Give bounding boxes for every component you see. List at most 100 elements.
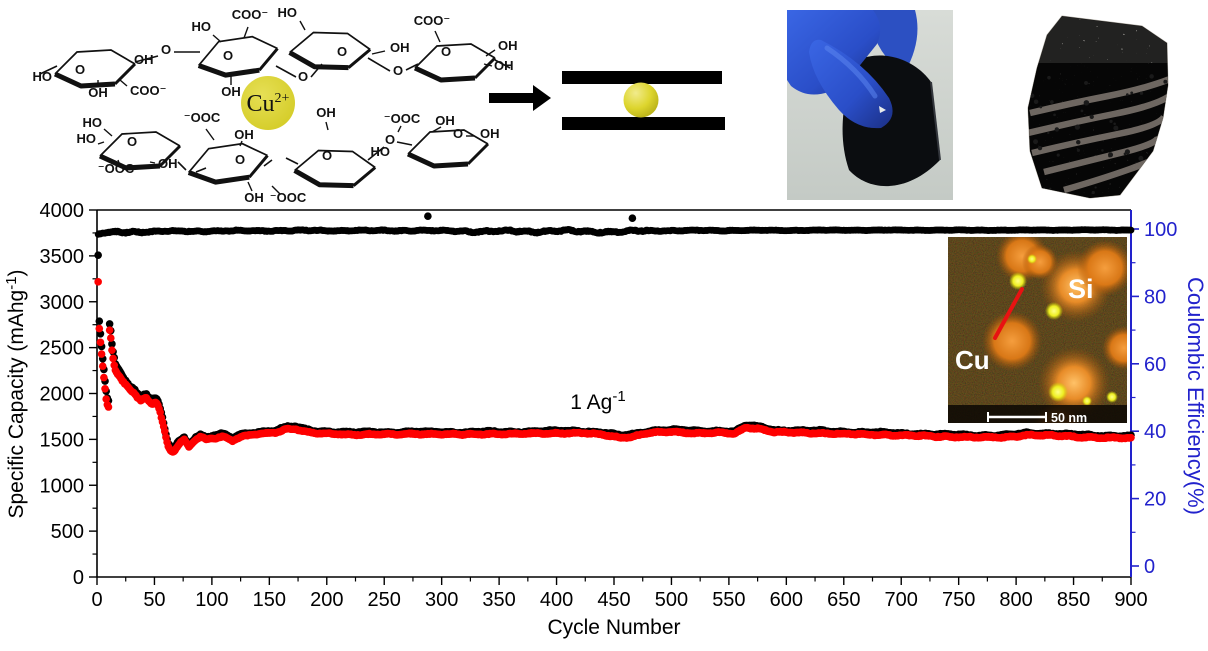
discharge-point (102, 395, 110, 403)
x-tick-label: 150 (253, 589, 286, 611)
y-left-tick-label: 500 (51, 521, 84, 543)
discharge-point (98, 362, 107, 370)
atom-label: O (385, 132, 395, 147)
layered-electrode-schematic (562, 71, 725, 130)
y-right-tick-label: 60 (1144, 354, 1166, 376)
atom-label: COO⁻ (130, 83, 166, 98)
atom-label: OH (390, 40, 410, 55)
y-left-tick-label: 1500 (40, 429, 85, 451)
sugar-ring (293, 149, 377, 189)
atom-label: HO (83, 115, 103, 130)
cu-spot (1027, 254, 1037, 264)
si-particle (1102, 326, 1127, 370)
atom-label: ⁻OOC (270, 190, 307, 205)
cu-label: Cu (955, 345, 990, 375)
atom-label: COO⁻ (232, 7, 268, 22)
y-right-tick-label: 80 (1144, 286, 1166, 308)
x-tick-label: 50 (143, 589, 165, 611)
reaction-arrow-icon (489, 85, 551, 111)
y-left-tick-label: 0 (73, 567, 84, 589)
atom-label: OH (134, 52, 154, 67)
y-right-tick-label: 40 (1144, 421, 1166, 443)
atom-label: O (441, 44, 451, 59)
discharge-capacity-series (94, 278, 1135, 456)
charge-point (108, 340, 116, 348)
si-particle (1077, 240, 1127, 296)
atom-label: O (223, 48, 233, 63)
y-right-axis-title: Coulombic Efficiency(%) (1183, 277, 1208, 515)
atom-label: COO⁻ (414, 13, 450, 28)
current-density-annotation: 1 Ag-1 (570, 388, 625, 414)
discharge-point (160, 427, 169, 436)
lamellar-band (1031, 114, 1167, 157)
flexible-film-photo (787, 10, 953, 200)
synthesis-scheme (489, 71, 725, 130)
atom-label: HO (192, 19, 212, 34)
x-tick-label: 900 (1114, 589, 1147, 611)
si-particle (1022, 244, 1058, 280)
sugar-ring (288, 31, 372, 71)
si-particle (982, 311, 1042, 371)
ion-sphere (623, 82, 659, 118)
atom-label: OH (435, 113, 455, 128)
sugar-ring (187, 142, 269, 185)
sugar-ring (98, 131, 182, 171)
cu-spot (1009, 272, 1027, 290)
atom-label: ⁻OOC (384, 111, 421, 126)
atom-label: OH (480, 126, 500, 141)
bottom-layer-bar (562, 117, 725, 130)
x-tick-label: 250 (368, 589, 401, 611)
atom-label: ⁻OOC (98, 161, 135, 176)
y-left-tick-label: 1000 (40, 475, 85, 497)
lamellar-band (1028, 94, 1168, 137)
charge-point (95, 317, 104, 325)
atom-label: OH (316, 105, 336, 120)
atom-label: OH (88, 85, 108, 100)
atom-label: OH (498, 38, 518, 53)
x-tick-label: 750 (942, 589, 975, 611)
coulombic-efficiency-series (94, 212, 1135, 238)
atom-label: OH (158, 156, 178, 171)
y-left-tick-label: 3500 (40, 246, 85, 268)
x-tick-label: 200 (310, 589, 343, 611)
rate-annotation: 1 Ag-1 (570, 388, 625, 414)
cu-spot (1082, 396, 1092, 406)
discharge-point (100, 373, 108, 382)
atom-label: HO (371, 144, 391, 159)
sugar-ring (413, 43, 497, 83)
discharge-point (104, 403, 113, 411)
x-tick-label: 0 (91, 589, 102, 611)
discharge-point (105, 326, 114, 334)
efficiency-outlier (628, 214, 637, 223)
atom-label: HO (77, 131, 97, 146)
lamellar-band (1029, 75, 1168, 117)
y-left-tick-label: 2500 (40, 338, 85, 360)
atom-label: O (453, 126, 463, 141)
y-left-tick-label: 4000 (40, 200, 85, 222)
y-right-tick-label: 100 (1144, 219, 1177, 241)
top-layer-bar (562, 71, 722, 84)
x-axis-title: Cycle Number (547, 616, 680, 639)
atom-label: OH (234, 127, 254, 142)
x-tick-label: 850 (1057, 589, 1090, 611)
discharge-point (101, 385, 109, 393)
efficiency-outlier (424, 212, 432, 220)
discharge-point (106, 334, 115, 342)
copper-ion-label: Cu2+ (247, 91, 290, 117)
x-tick-label: 600 (770, 589, 803, 611)
cu-pointer-line (993, 287, 1024, 340)
discharge-point (96, 338, 105, 347)
cu-spot (1048, 382, 1068, 402)
efficiency-point (1127, 226, 1135, 234)
y-right-tick-label: 0 (1144, 556, 1155, 578)
sugar-ring (197, 35, 279, 78)
atom-label: HO (33, 69, 53, 84)
atom-label: O (337, 44, 347, 59)
atom-label: O (298, 69, 308, 84)
y-left-tick-label: 3000 (40, 292, 85, 314)
discharge-point (95, 324, 104, 333)
cu-spot (1106, 391, 1118, 403)
cu-spot (1045, 302, 1063, 320)
scale-bar-label: 50 nm (1051, 411, 1087, 425)
y-left-axis-title: Specific Capacity (mAhg-1) (3, 269, 28, 518)
